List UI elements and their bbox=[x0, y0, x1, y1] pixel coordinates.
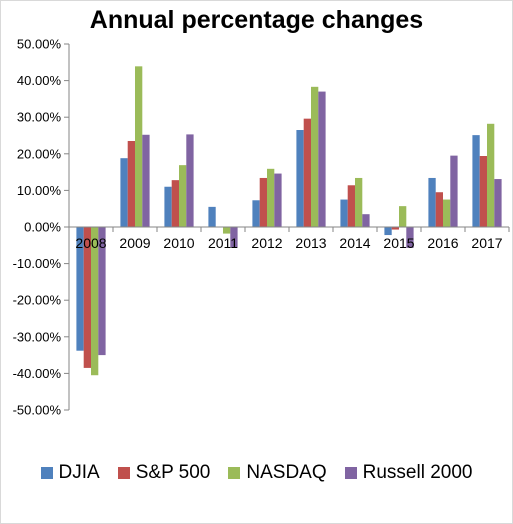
bar bbox=[318, 91, 326, 227]
bar bbox=[428, 177, 436, 227]
legend-item: DJIA bbox=[40, 462, 100, 484]
bar bbox=[208, 206, 216, 227]
legend-item: S&P 500 bbox=[117, 462, 211, 484]
legend-label: DJIA bbox=[58, 462, 100, 483]
legend-swatch bbox=[117, 467, 130, 479]
chart-title: Annual percentage changes bbox=[89, 6, 424, 34]
bar bbox=[384, 227, 392, 236]
bar bbox=[120, 158, 128, 227]
bar bbox=[399, 206, 407, 227]
bar bbox=[164, 186, 172, 227]
legend-label: NASDAQ bbox=[246, 462, 327, 483]
y-tick-label: -50.00% bbox=[13, 403, 62, 418]
bar bbox=[303, 118, 311, 227]
bar bbox=[171, 180, 179, 227]
legend: DJIA S&P 500 NASDAQ Russell 2000 bbox=[0, 462, 513, 484]
category-label: 2009 bbox=[119, 235, 150, 251]
category-label: 2016 bbox=[427, 235, 458, 251]
bar bbox=[311, 86, 319, 227]
legend-swatch bbox=[344, 467, 357, 479]
bar bbox=[487, 123, 495, 227]
bar bbox=[435, 192, 443, 227]
y-tick-label: 50.00% bbox=[17, 37, 62, 52]
bar bbox=[391, 227, 399, 230]
legend-item: Russell 2000 bbox=[344, 462, 473, 484]
category-label: 2014 bbox=[339, 235, 370, 251]
category-label: 2012 bbox=[251, 235, 282, 251]
y-tick-label: 20.00% bbox=[17, 146, 62, 161]
bar bbox=[83, 227, 91, 368]
bars-group bbox=[69, 66, 509, 376]
legend-item: NASDAQ bbox=[228, 462, 327, 484]
y-axis: 50.00% 40.00% 30.00% 20.00% 10.00% 0.00% -10.0… bbox=[13, 37, 70, 418]
bar bbox=[127, 140, 135, 227]
legend-label: Russell 2000 bbox=[362, 462, 473, 483]
bar bbox=[142, 134, 150, 227]
y-tick-label: -20.00% bbox=[13, 293, 62, 308]
category-label: 2011 bbox=[208, 235, 238, 251]
y-tick-label: 0.00% bbox=[24, 220, 61, 235]
category-label: 2017 bbox=[471, 235, 502, 251]
bar bbox=[296, 130, 304, 227]
legend-swatch bbox=[228, 467, 241, 479]
bar bbox=[252, 200, 260, 227]
y-tick-label: -40.00% bbox=[13, 366, 62, 381]
bar bbox=[186, 134, 194, 227]
y-tick-label: -10.00% bbox=[13, 256, 62, 271]
bar bbox=[450, 155, 458, 227]
category-label: 2015 bbox=[383, 235, 414, 251]
bar bbox=[91, 227, 99, 376]
y-tick-label: -30.00% bbox=[13, 329, 62, 344]
y-tick-label: 30.00% bbox=[17, 110, 62, 125]
bar bbox=[98, 227, 106, 356]
bar bbox=[230, 227, 238, 248]
bar bbox=[179, 165, 187, 227]
category-label: 2013 bbox=[295, 235, 326, 251]
legend-label: S&P 500 bbox=[135, 462, 211, 483]
category-label: 2008 bbox=[75, 235, 106, 251]
y-tick-label: 10.00% bbox=[17, 183, 62, 198]
bar bbox=[223, 227, 231, 234]
legend-swatch bbox=[40, 467, 53, 479]
bar bbox=[274, 173, 282, 227]
bar bbox=[267, 168, 275, 227]
bar bbox=[362, 214, 370, 227]
y-tick-label: 40.00% bbox=[17, 73, 62, 88]
bar bbox=[472, 135, 480, 227]
bar bbox=[443, 199, 451, 227]
bar bbox=[406, 227, 414, 248]
bar bbox=[135, 66, 143, 227]
bar bbox=[494, 179, 502, 227]
bar bbox=[259, 177, 267, 227]
category-labels: 2008 2009 2010 2011 2012 2013 2014 2015 2016 2017 bbox=[68, 227, 510, 251]
bar bbox=[347, 185, 355, 227]
bar bbox=[355, 177, 363, 227]
bar bbox=[340, 199, 348, 227]
bar bbox=[76, 227, 84, 351]
bar bbox=[479, 156, 487, 227]
category-label: 2010 bbox=[163, 235, 194, 251]
